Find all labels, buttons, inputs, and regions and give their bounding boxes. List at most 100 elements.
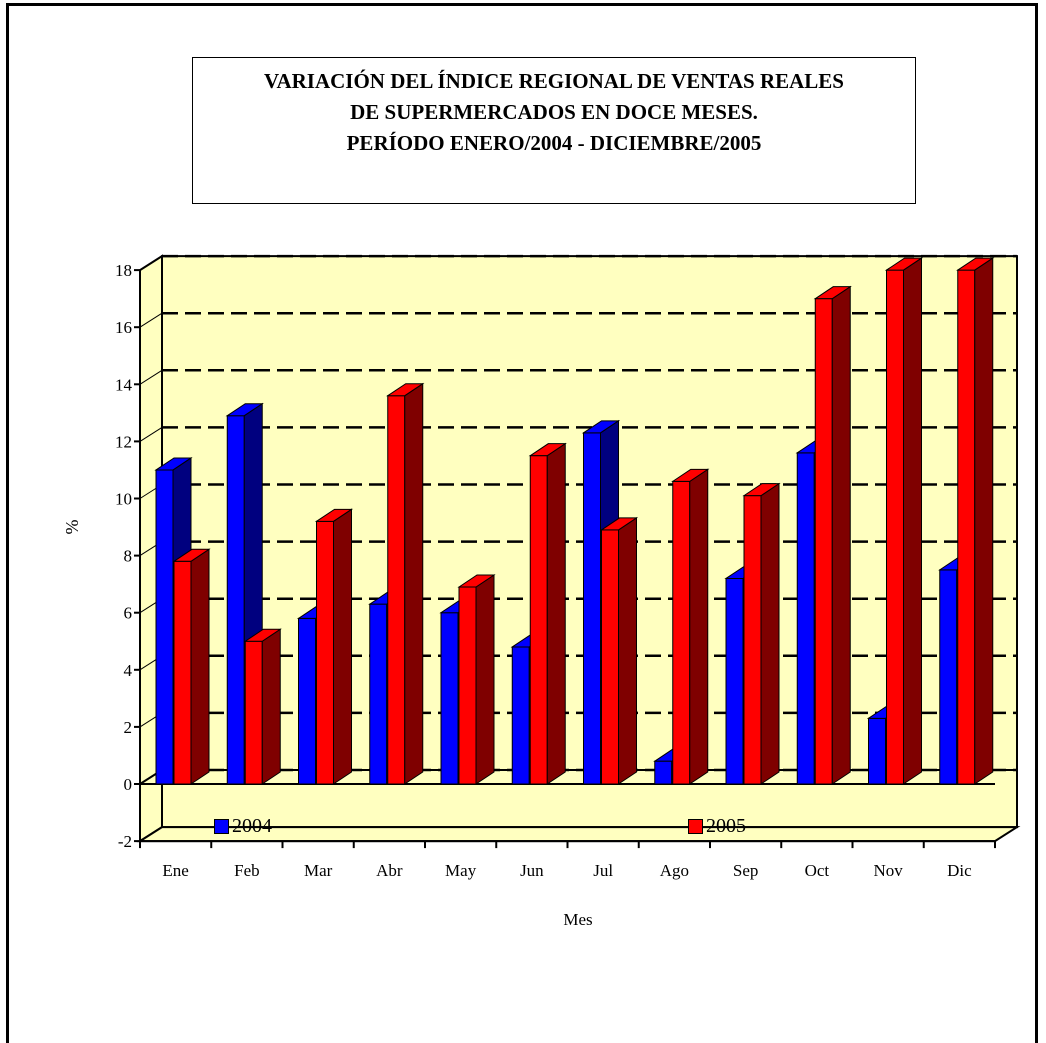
legend-swatch-2004 [214, 819, 229, 834]
bar-2005-sep [742, 482, 781, 785]
bar-top [243, 628, 282, 642]
bar-front [440, 612, 459, 785]
bar-front [529, 455, 548, 785]
side-gridline-8 [139, 369, 163, 385]
bar-front [369, 603, 388, 785]
bar-front [654, 760, 673, 785]
bar-2005-jul [599, 516, 639, 785]
x-tick-label-jul: Jul [593, 861, 613, 880]
bar-side [760, 482, 780, 785]
bar-front [387, 395, 406, 785]
bar-front [226, 415, 245, 785]
bar-front [155, 469, 174, 785]
bars [154, 257, 995, 785]
bar-front [173, 560, 192, 785]
bar-2005-mar [314, 508, 354, 785]
bar-top [956, 257, 995, 271]
y-tick-label-1: 0 [124, 775, 133, 794]
x-tick-label-ago: Ago [660, 861, 689, 880]
x-tick-label-may: May [445, 861, 477, 880]
bar-top [884, 257, 924, 271]
bar-top [154, 457, 193, 471]
bar-side [903, 257, 922, 785]
legend-label-2005: 2005 [706, 815, 746, 837]
y-tick-label-3: 4 [124, 661, 133, 680]
chart-title-line-1: VARIACIÓN DEL ÍNDICE REGIONAL DE VENTAS … [264, 69, 844, 93]
x-tick-label-feb: Feb [234, 861, 260, 880]
bar-side [546, 442, 566, 785]
bar-2005-dic [956, 257, 995, 785]
bar-top [314, 508, 354, 522]
tick-labels: -2 0 2 4 6 8 10 12 14 16 18 Ene Feb Mar Abr May Jun Jul Ag… [115, 261, 972, 880]
x-tick-label-oct: Oct [805, 861, 830, 880]
bar-side [333, 508, 352, 785]
y-tick-label-6: 10 [115, 490, 132, 509]
bar-front [511, 646, 530, 785]
bar-side [190, 548, 210, 785]
chart-title-line-2: DE SUPERMERCADOS EN DOCE MESES. [350, 100, 758, 124]
side-gridline-10 [139, 255, 163, 271]
bar-side [261, 628, 281, 785]
bar-front [957, 269, 976, 785]
x-tick-label-abr: Abr [376, 861, 403, 880]
bar-top [528, 443, 567, 457]
bar-top [172, 548, 211, 562]
bar-side [618, 516, 637, 785]
bar-top [813, 286, 852, 300]
bar-front [725, 577, 744, 785]
x-tick-label-dic: Dic [947, 861, 972, 880]
y-tick-label-5: 8 [124, 547, 133, 566]
y-tick-label-10: 18 [115, 261, 132, 280]
y-axis-label: % [62, 520, 82, 535]
bar-side [404, 382, 424, 785]
bar-side [974, 257, 994, 785]
bar-2005-nov [884, 257, 924, 785]
side-gridline-9 [139, 312, 163, 328]
x-tick-label-sep: Sep [733, 861, 759, 880]
bar-front [886, 269, 904, 785]
bar-front [316, 520, 334, 785]
legend-item-2005: 2005 [688, 815, 746, 838]
bar-front [601, 529, 619, 785]
x-tick-label-nov: Nov [873, 861, 903, 880]
bar-front [583, 432, 601, 785]
side-gridline-7 [139, 426, 163, 442]
x-tick-label-mar: Mar [304, 861, 333, 880]
y-tick-label-7: 12 [115, 432, 132, 451]
bar-top [581, 420, 621, 434]
legend-swatch-2005 [688, 819, 703, 834]
bar-2005-jun [528, 442, 567, 785]
bar-front [743, 495, 762, 785]
bar-top [457, 574, 496, 588]
bar-front [939, 569, 958, 785]
bar-2005-oct [813, 285, 852, 785]
bar-front [244, 640, 263, 785]
legend-label-2004: 2004 [232, 815, 272, 837]
bar-2005-may [457, 574, 496, 785]
bar-2005-ago [671, 468, 710, 785]
bar-2005-feb [243, 628, 282, 785]
bar-2005-ene [172, 548, 211, 785]
x-axis-label: Mes [563, 910, 592, 929]
chart-frame [6, 3, 1038, 1043]
bar-side [475, 574, 495, 785]
bar-front [672, 480, 691, 785]
x-tick-label-jun: Jun [520, 861, 544, 880]
y-tick-label-2: 2 [124, 718, 133, 737]
bar-front [458, 586, 477, 785]
y-tick-label-9: 16 [115, 318, 132, 337]
bar-front [298, 617, 316, 785]
chart-title: VARIACIÓN DEL ÍNDICE REGIONAL DE VENTAS … [192, 57, 916, 204]
bar-top [671, 468, 710, 482]
bar-front [814, 298, 833, 785]
y-tick-label-8: 14 [115, 375, 133, 394]
y-tick-label-4: 6 [124, 604, 133, 623]
bar-2005-abr [386, 382, 425, 785]
bar-side [689, 468, 709, 785]
bar-side [831, 285, 851, 785]
x-tick-label-ene: Ene [162, 861, 188, 880]
bar-front [868, 717, 886, 785]
bar-top [225, 403, 264, 417]
chart-title-line-3: PERÍODO ENERO/2004 - DICIEMBRE/2005 [346, 131, 762, 155]
